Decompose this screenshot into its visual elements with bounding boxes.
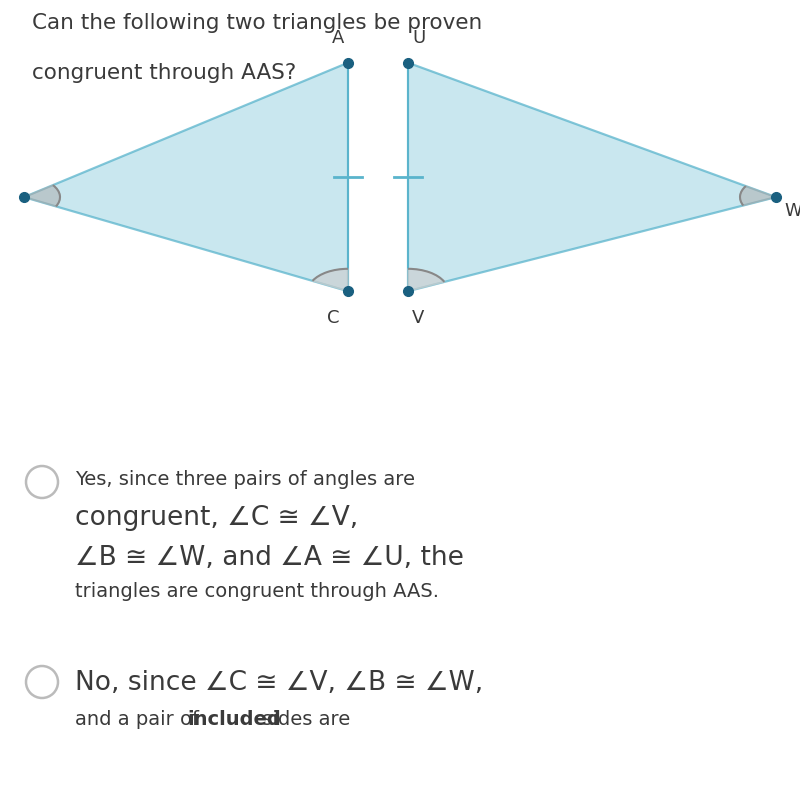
Text: ∠B ≅ ∠W, and ∠A ≅ ∠U, the: ∠B ≅ ∠W, and ∠A ≅ ∠U, the [75,545,464,571]
Polygon shape [313,269,348,291]
Text: Can the following two triangles be proven: Can the following two triangles be prove… [32,14,482,34]
Polygon shape [24,62,348,291]
Text: W: W [784,202,800,219]
Text: V: V [411,309,424,327]
Polygon shape [408,269,444,291]
Text: A: A [332,29,345,47]
Text: U: U [413,29,426,47]
Text: Yes, since three pairs of angles are: Yes, since three pairs of angles are [75,470,415,489]
Text: sides are: sides are [256,710,350,729]
Text: C: C [327,309,340,327]
Polygon shape [24,185,60,206]
Text: included: included [187,710,281,729]
Text: triangles are congruent through AAS.: triangles are congruent through AAS. [75,582,439,601]
Text: congruent through AAS?: congruent through AAS? [32,62,296,82]
Polygon shape [408,62,776,291]
Text: No, since ∠C ≅ ∠V, ∠B ≅ ∠W,: No, since ∠C ≅ ∠V, ∠B ≅ ∠W, [75,670,483,696]
Polygon shape [740,186,776,206]
Text: congruent, ∠C ≅ ∠V,: congruent, ∠C ≅ ∠V, [75,505,358,531]
Text: and a pair of: and a pair of [75,710,206,729]
